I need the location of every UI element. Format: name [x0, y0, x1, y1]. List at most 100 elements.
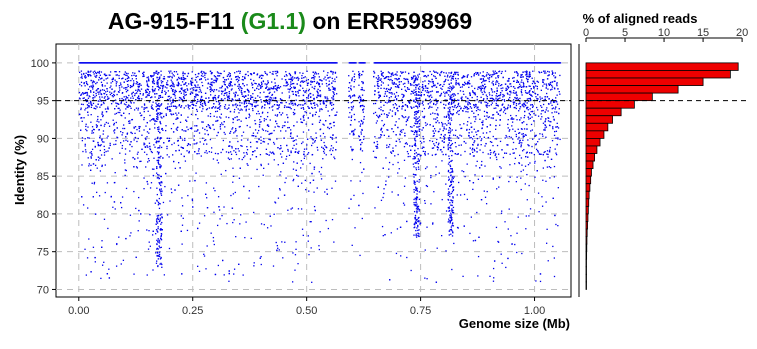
scatter-point: [127, 79, 130, 82]
scatter-point: [411, 107, 413, 109]
scatter-point: [168, 156, 170, 158]
scatter-point: [204, 92, 207, 94]
scatter-point: [93, 183, 95, 185]
scatter-point: [495, 77, 497, 79]
scatter-point: [454, 77, 457, 80]
scatter-point: [139, 112, 141, 114]
scatter-point: [125, 95, 127, 98]
scatter-point: [266, 83, 268, 85]
scatter-point: [386, 146, 388, 149]
scatter-point: [180, 146, 182, 148]
scatter-point: [359, 161, 362, 164]
scatter-point: [395, 98, 398, 100]
scatter-point: [362, 100, 364, 102]
scatter-point: [473, 116, 475, 118]
scatter-point: [282, 125, 284, 127]
scatter-point: [204, 76, 206, 79]
scatter-point: [100, 100, 102, 102]
scatter-point: [202, 108, 204, 110]
scatter-point: [316, 187, 318, 189]
scatter-point: [194, 85, 197, 87]
scatter-point: [277, 247, 279, 249]
scatter-point: [234, 96, 236, 98]
scatter-point: [183, 90, 186, 92]
scatter-point: [160, 74, 162, 76]
scatter-point: [99, 78, 102, 80]
scatter-point: [232, 181, 234, 183]
scatter-point: [152, 79, 154, 81]
scatter-point: [525, 91, 527, 94]
scatter-point: [268, 87, 270, 89]
scatter-point: [193, 143, 195, 145]
scatter-point: [158, 239, 160, 241]
scatter-point: [153, 80, 155, 82]
scatter-point: [488, 80, 490, 83]
scatter-point: [510, 235, 512, 237]
scatter-point: [225, 79, 228, 81]
scatter-point: [271, 81, 273, 83]
scatter-point: [87, 126, 89, 128]
scatter-point: [199, 141, 201, 143]
scatter-point: [121, 144, 124, 147]
scatter-point: [484, 91, 486, 94]
scatter-point: [103, 151, 106, 154]
scatter-point: [436, 247, 438, 249]
scatter-point: [552, 127, 554, 130]
scatter-point: [276, 122, 278, 125]
scatter-point: [426, 91, 428, 94]
scatter-point: [472, 143, 474, 146]
scatter-point: [86, 107, 89, 109]
scatter-point: [482, 79, 485, 81]
scatter-point: [509, 96, 511, 99]
scatter-point: [527, 92, 529, 94]
scatter-point: [296, 135, 298, 137]
scatter-point: [380, 87, 382, 90]
scatter-point: [312, 94, 314, 96]
scatter-point: [501, 262, 503, 264]
scatter-point: [539, 280, 542, 283]
scatter-point: [424, 200, 426, 202]
scatter-point: [395, 78, 398, 80]
scatter-point: [178, 103, 181, 106]
scatter-point: [176, 114, 178, 116]
scatter-point: [244, 100, 246, 103]
scatter-point: [548, 98, 550, 100]
scatter-point: [503, 106, 505, 109]
scatter-point: [98, 195, 101, 197]
scatter-point: [132, 156, 134, 159]
scatter-point: [473, 74, 475, 76]
scatter-point: [154, 202, 156, 204]
scatter-point: [426, 185, 429, 188]
scatter-point: [135, 75, 137, 77]
scatter-point: [120, 84, 122, 86]
scatter-point: [517, 138, 519, 140]
scatter-point: [386, 102, 388, 104]
scatter-point: [526, 128, 528, 130]
scatter-point: [167, 99, 170, 101]
scatter-point: [486, 115, 488, 117]
scatter-point: [251, 86, 254, 89]
scatter-point: [427, 87, 429, 90]
scatter-point: [352, 107, 354, 109]
scatter-point: [151, 118, 154, 120]
scatter-point: [428, 107, 430, 109]
scatter-point: [397, 172, 399, 174]
scatter-point: [98, 76, 101, 79]
scatter-point: [422, 116, 424, 118]
scatter-point: [510, 92, 512, 94]
scatter-point: [221, 214, 223, 217]
scatter-point: [542, 109, 544, 112]
scatter-point: [192, 81, 194, 84]
scatter-point: [522, 135, 524, 137]
scatter-point: [482, 80, 484, 83]
scatter-grid: [56, 44, 571, 297]
scatter-point: [124, 99, 126, 101]
scatter-point: [254, 150, 256, 152]
scatter-point: [193, 104, 195, 106]
scatter-point: [162, 80, 164, 83]
scatter-point: [412, 173, 415, 175]
scatter-point: [120, 263, 122, 265]
scatter-point: [521, 73, 523, 76]
scatter-point: [458, 181, 460, 184]
scatter-point: [78, 71, 81, 74]
